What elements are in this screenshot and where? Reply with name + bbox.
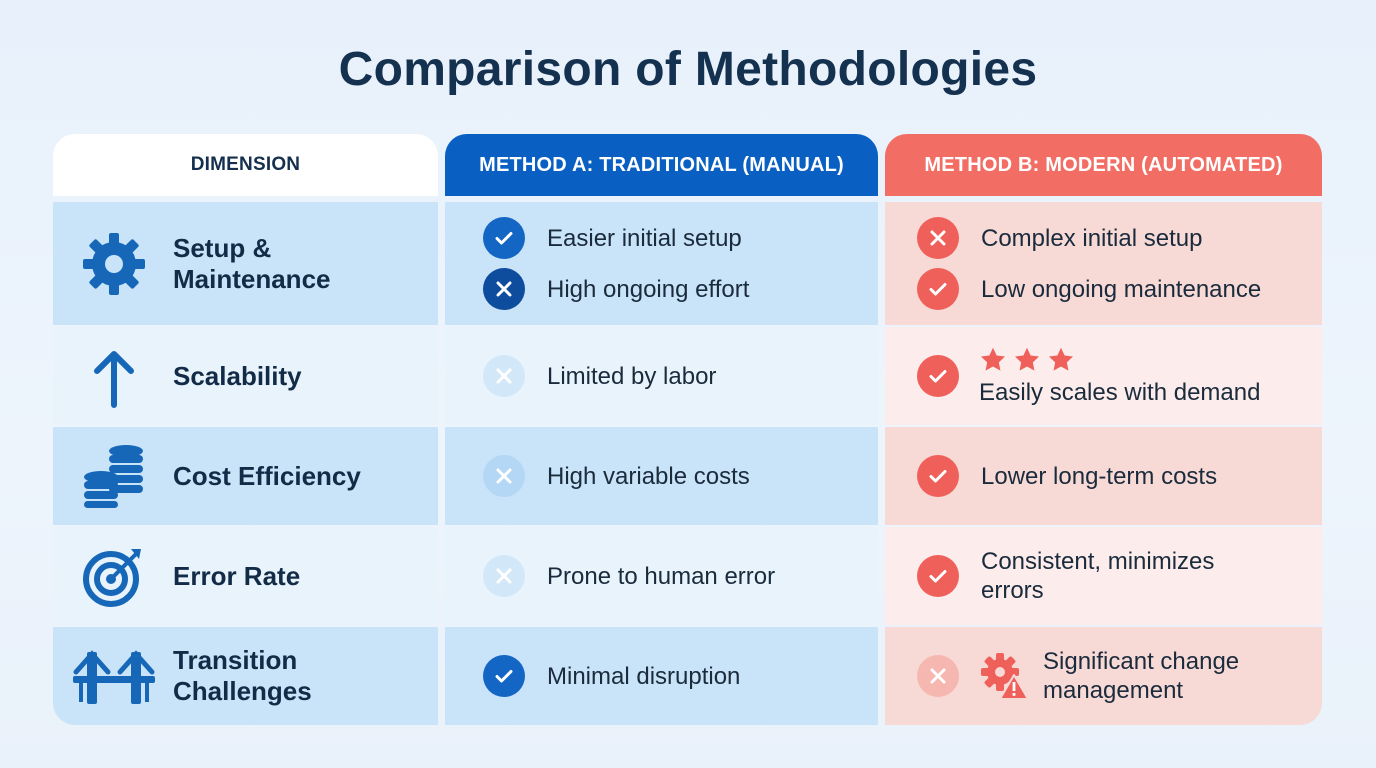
check-icon (917, 555, 959, 597)
header-dimension: DIMENSION (53, 134, 438, 196)
check-icon (917, 455, 959, 497)
check-icon (483, 217, 525, 259)
row-transition-dimension: Transition Challenges (53, 627, 438, 725)
page-title: Comparison of Methodologies (338, 43, 1038, 96)
check-icon (917, 355, 959, 397)
cross-icon (483, 455, 525, 497)
check-icon (483, 655, 525, 697)
check-icon (917, 268, 959, 310)
row-error-dimension: Error Rate (53, 527, 438, 625)
row-setup-dimension: Setup & Maintenance (53, 202, 438, 325)
cross-icon (483, 268, 525, 310)
row-cost-method-b: Lower long-term costs (885, 427, 1322, 525)
dimension-label: Cost Efficiency (173, 460, 361, 491)
item-text: Significant change management (1043, 648, 1240, 704)
item-text: Lower long-term costs (981, 462, 1218, 490)
item-text: Easily scales with demand (979, 378, 1261, 406)
row-cost-method-a: High variable costs (445, 427, 878, 525)
row-scalability-method-b: Easily scales with demand (885, 327, 1322, 425)
coin-stack-icon (81, 443, 147, 509)
row-setup-method-b: Complex initial setup Low ongoing mainte… (885, 202, 1322, 325)
item-text: High ongoing effort (547, 275, 750, 303)
dimension-label: Setup & Maintenance (173, 232, 331, 294)
gear-icon (81, 231, 147, 297)
row-transition-method-a: Minimal disruption (445, 627, 878, 725)
cross-icon (917, 655, 959, 697)
list-item: Limited by labor (483, 355, 716, 397)
cross-icon (483, 555, 525, 597)
list-item: Easier initial setup (483, 217, 749, 259)
arrow-up-icon (81, 343, 147, 409)
item-text: High variable costs (547, 462, 750, 490)
header-method-a: METHOD A: TRADITIONAL (MANUAL) (445, 134, 878, 196)
star-icon (1014, 347, 1040, 371)
target-icon (81, 543, 147, 609)
star-icon (1048, 347, 1074, 371)
dimension-label: Error Rate (173, 560, 301, 591)
list-item: Complex initial setup (917, 217, 1261, 259)
row-transition-method-b: Significant change management (885, 627, 1322, 725)
list-item: Significant change management (917, 647, 1283, 705)
list-item: Low ongoing maintenance (917, 268, 1261, 310)
cross-icon (917, 217, 959, 259)
dimension-label: Scalability (173, 360, 302, 391)
row-cost-dimension: Cost Efficiency (53, 427, 438, 525)
row-error-method-a: Prone to human error (445, 527, 878, 625)
dimension-label: Transition Challenges (173, 645, 312, 706)
item-text: Consistent, minimizes errors (981, 548, 1215, 604)
list-item: Minimal disruption (483, 655, 740, 697)
star-icon (980, 347, 1006, 371)
item-text: Limited by labor (547, 362, 717, 390)
list-item: High ongoing effort (483, 268, 749, 310)
bridge-icon (73, 643, 155, 709)
row-scalability-method-a: Limited by labor (445, 327, 878, 425)
list-item: High variable costs (483, 455, 750, 497)
row-error-method-b: Consistent, minimizes errors (885, 527, 1322, 625)
item-text: Easier initial setup (547, 224, 742, 252)
item-text: Minimal disruption (547, 662, 741, 690)
comparison-table: DIMENSION METHOD A: TRADITIONAL (MANUAL)… (53, 134, 1322, 725)
list-item: Lower long-term costs (917, 455, 1217, 497)
item-text: Complex initial setup (981, 224, 1203, 252)
row-setup-method-a: Easier initial setup High ongoing effort (445, 202, 878, 325)
list-item: Easily scales with demand (917, 346, 1260, 407)
row-scalability-dimension: Scalability (53, 327, 438, 425)
gear-warning-icon (979, 651, 1029, 701)
cross-icon (483, 355, 525, 397)
star-rating (979, 346, 1260, 374)
header-method-b: METHOD B: MODERN (AUTOMATED) (885, 134, 1322, 196)
list-item: Consistent, minimizes errors (917, 547, 1271, 605)
item-text: Prone to human error (547, 562, 776, 590)
list-item: Prone to human error (483, 555, 775, 597)
item-text: Low ongoing maintenance (981, 275, 1262, 303)
